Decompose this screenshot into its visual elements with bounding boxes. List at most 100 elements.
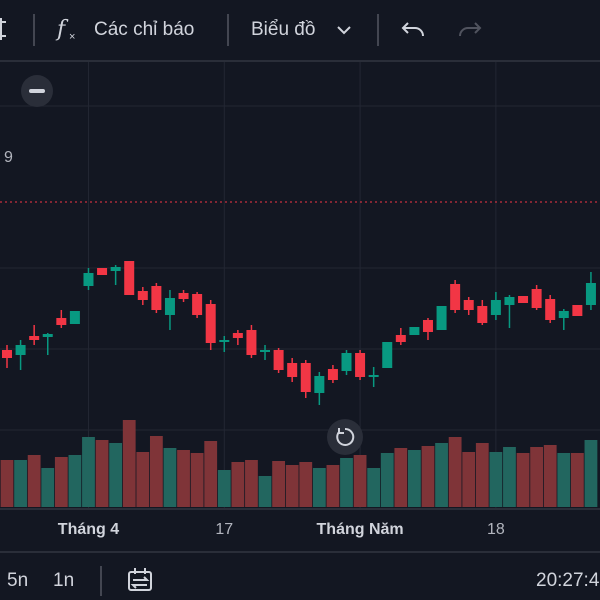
volume-bar	[367, 468, 381, 507]
candle-body	[56, 318, 67, 325]
candle-body	[273, 350, 284, 370]
volume-bar	[489, 452, 503, 507]
date-range-button[interactable]	[128, 571, 152, 591]
dropdown-arrow	[337, 26, 351, 35]
range-button[interactable]: 1n	[53, 570, 74, 591]
volume-bar	[95, 440, 109, 507]
grid	[0, 105, 600, 431]
volume-bar	[340, 458, 353, 507]
candle-body	[436, 306, 447, 330]
x-tick-label: Tháng Năm	[317, 521, 404, 538]
candle-body	[2, 350, 12, 358]
candle-body	[518, 296, 529, 303]
volume-bar	[258, 476, 272, 507]
candle-body	[477, 306, 488, 323]
candle-body	[260, 350, 271, 352]
x-tick-label: 17	[215, 521, 233, 538]
candle-body	[368, 375, 379, 377]
candle-body	[287, 363, 298, 377]
candle-body	[558, 311, 569, 318]
collapse-icon	[29, 89, 45, 93]
candle-body	[219, 340, 230, 342]
series	[0, 261, 598, 507]
fx-icon-sub: ×	[69, 31, 75, 43]
volume-bar	[299, 462, 313, 507]
candle-body	[504, 297, 515, 305]
volume-bar	[14, 460, 27, 507]
candle-body	[246, 330, 257, 355]
volume-bar	[122, 420, 136, 507]
volume-bar	[82, 437, 95, 507]
volume-bar	[177, 450, 190, 507]
volume-bar	[41, 468, 55, 507]
candle-body	[327, 369, 338, 380]
volume-bar	[394, 448, 408, 507]
partial-icon[interactable]	[0, 18, 6, 40]
volume-bar	[54, 457, 68, 507]
range-button[interactable]: 5n	[7, 570, 28, 591]
candle-body	[137, 291, 148, 300]
volume-bar	[353, 455, 367, 507]
x-tick-label: 18	[487, 521, 505, 538]
candle-body	[83, 273, 94, 286]
volume-bar	[204, 441, 218, 507]
volume-bar	[272, 461, 285, 507]
candle-body	[300, 363, 311, 392]
indicators-button[interactable]: Các chỉ báo	[94, 19, 194, 40]
candle-body	[151, 286, 162, 310]
volume-bar	[530, 447, 544, 507]
volume-bar	[190, 453, 204, 507]
volume-bar	[285, 465, 299, 507]
candle-body	[15, 345, 26, 355]
candle-body	[314, 376, 325, 393]
volume-bar	[435, 443, 448, 507]
candle-body	[42, 334, 53, 337]
candle-body	[69, 311, 80, 324]
candle-body	[192, 294, 203, 315]
candle-body	[232, 333, 243, 338]
candle-body	[545, 299, 556, 320]
volume-bar	[421, 446, 435, 507]
redo-button[interactable]	[459, 22, 482, 37]
volume-bar	[408, 450, 421, 507]
candle-body	[355, 353, 366, 377]
volume-bar	[557, 453, 571, 507]
candle-body	[110, 267, 121, 271]
candle-body	[341, 353, 352, 371]
volume-bar	[326, 465, 340, 507]
volume-bar	[68, 455, 82, 507]
volume-bar	[503, 447, 516, 507]
candle-body	[422, 320, 433, 332]
candle-body	[585, 283, 596, 305]
volume-bar	[570, 453, 584, 507]
candle-body	[463, 300, 474, 310]
undo-button[interactable]	[401, 22, 424, 37]
reset-icon	[336, 427, 355, 446]
volume-bar	[584, 440, 598, 507]
candle-body	[572, 305, 583, 316]
candle-body	[164, 298, 175, 315]
volume-bar	[448, 437, 462, 507]
candle-body	[124, 261, 135, 295]
chart-style-button[interactable]: Biểu đồ	[251, 19, 315, 40]
volume-bar	[163, 448, 177, 507]
candle-body	[97, 268, 108, 275]
toolbar	[0, 0, 600, 60]
volume-bar	[0, 460, 14, 507]
volume-bar	[462, 452, 476, 507]
volume-bar	[231, 462, 245, 507]
reset-button[interactable]	[327, 419, 363, 455]
volume-bar	[380, 453, 394, 507]
volume-bar	[475, 443, 489, 507]
date-range-icon	[130, 568, 150, 589]
x-tick-label: Tháng 4	[58, 521, 119, 538]
candle-body	[205, 304, 216, 343]
candle-body	[395, 335, 406, 342]
volume-bar	[245, 460, 258, 507]
volume-bar	[516, 453, 530, 507]
candle-body	[29, 336, 40, 340]
candle-body	[409, 327, 420, 335]
candle-body	[178, 293, 189, 299]
